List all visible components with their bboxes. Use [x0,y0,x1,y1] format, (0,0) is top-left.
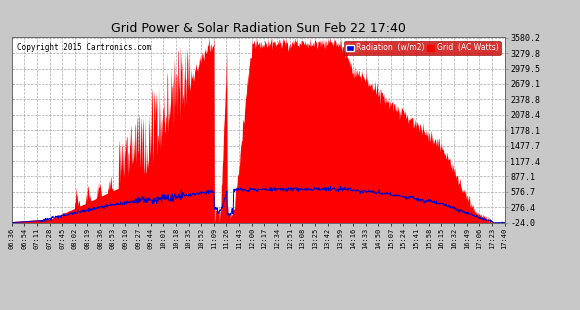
Legend: Radiation  (w/m2), Grid  (AC Watts): Radiation (w/m2), Grid (AC Watts) [344,41,501,55]
Title: Grid Power & Solar Radiation Sun Feb 22 17:40: Grid Power & Solar Radiation Sun Feb 22 … [111,22,405,35]
Text: Copyright 2015 Cartronics.com: Copyright 2015 Cartronics.com [16,43,151,52]
